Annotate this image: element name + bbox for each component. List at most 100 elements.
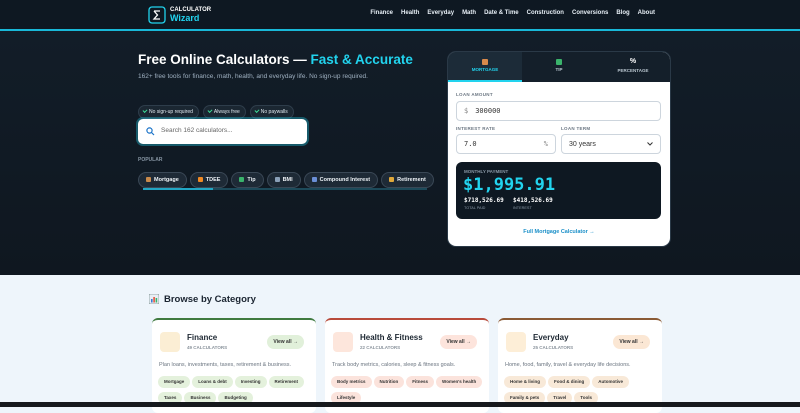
- chip-icon: [274, 177, 280, 182]
- popular-label: POPULAR: [138, 157, 163, 163]
- field-label: INTEREST RATE: [456, 126, 496, 131]
- chip-label: TDEE: [205, 176, 221, 183]
- card-name: Health & Fitness: [360, 333, 423, 342]
- total-paid: $718,526.69: [464, 197, 504, 204]
- nav-link[interactable]: About: [637, 10, 655, 16]
- tag[interactable]: Food & dining: [548, 376, 591, 388]
- search-box[interactable]: Search 162 calculators...: [138, 119, 307, 144]
- chip-label: Retirement: [397, 176, 426, 183]
- search-icon: [146, 127, 155, 136]
- widget: MORTGAGE TIP% PERCENTAGE LOAN AMOUNT $3000…: [448, 52, 670, 246]
- title: Free Online Calculators —: [138, 52, 311, 67]
- logo-icon: [148, 6, 166, 24]
- result-label: MONTHLY PAYMENT: [464, 169, 509, 174]
- tab-icon: [556, 59, 562, 65]
- currency: $: [464, 107, 469, 115]
- view-all-button[interactable]: View all →: [440, 335, 477, 349]
- tag[interactable]: Tools: [574, 392, 598, 404]
- tab[interactable]: TIP: [522, 52, 596, 82]
- chip[interactable]: Compound Interest: [303, 171, 379, 188]
- card-name: Everyday: [533, 333, 569, 342]
- chip-label: Tip: [247, 176, 256, 183]
- badge: Always free: [202, 105, 246, 119]
- loan-term: 30 years: [569, 140, 596, 148]
- tag[interactable]: Nutrition: [373, 376, 405, 388]
- tab[interactable]: % PERCENTAGE: [596, 52, 670, 82]
- view-all-button[interactable]: View all →: [613, 335, 650, 349]
- chips: Mortgage TDEE Tip BMI Compound Interest Retir…: [138, 169, 437, 188]
- view-all-button[interactable]: View all →: [267, 335, 304, 349]
- loan-amount-input[interactable]: $300000: [456, 101, 661, 121]
- nav-link[interactable]: Blog: [616, 10, 630, 16]
- nav-link[interactable]: Health: [401, 10, 420, 16]
- search-placeholder: Search 162 calculators...: [161, 127, 233, 134]
- nav-link[interactable]: Everyday: [427, 10, 455, 16]
- card-tags: Mortgage Loans & debt Investing Retirement T…: [158, 376, 313, 408]
- chip-icon: [197, 177, 203, 182]
- logo-bottom[interactable]: Wizard: [170, 13, 200, 23]
- badges: No sign-up required Always free No paywall…: [138, 100, 298, 119]
- tag[interactable]: Women's health: [436, 376, 483, 388]
- chip-label: Mortgage: [154, 176, 179, 183]
- nav: Finance Health Everyday Math Date & Time Cons…: [370, 10, 655, 16]
- badge: No paywalls: [249, 105, 294, 119]
- chip-label: Compound Interest: [319, 176, 371, 183]
- tag[interactable]: Loans & debt: [192, 376, 233, 388]
- header: CALCULATOR Wizard Finance Health Everyday M…: [0, 0, 800, 31]
- interest: $418,526.69: [513, 197, 553, 204]
- tag[interactable]: Mortgage: [158, 376, 191, 388]
- category-card[interactable]: Everyday 25 CALCULATORS View all → Home, fo…: [498, 318, 662, 413]
- tab[interactable]: MORTGAGE: [448, 52, 522, 82]
- card-description: Plan loans, investments, taxes, retireme…: [159, 362, 292, 368]
- hero: Free Online Calculators — Fast & Accurat…: [0, 31, 800, 275]
- logo-top[interactable]: CALCULATOR: [170, 7, 212, 13]
- nav-link[interactable]: Math: [462, 10, 477, 16]
- interest-rate-input[interactable]: 7.0%: [456, 134, 556, 154]
- field-label: LOAN TERM: [561, 126, 591, 131]
- tag[interactable]: Lifestyle: [331, 392, 362, 404]
- card-description: Track body metrics, calories, sleep & fi…: [332, 362, 456, 368]
- nav-link[interactable]: Date & Time: [484, 10, 519, 16]
- chip[interactable]: Tip: [231, 171, 264, 188]
- chip[interactable]: Retirement: [381, 171, 434, 188]
- tag[interactable]: Retirement: [268, 376, 305, 388]
- chip[interactable]: BMI: [266, 171, 301, 188]
- nav-link[interactable]: Conversions: [571, 10, 609, 16]
- tag[interactable]: Body metrics: [331, 376, 372, 388]
- tag[interactable]: Travel: [547, 392, 573, 404]
- tag[interactable]: Family & pets: [504, 392, 546, 404]
- tag[interactable]: Home & living: [504, 376, 547, 388]
- nav-link[interactable]: Finance: [370, 10, 394, 16]
- chip[interactable]: TDEE: [189, 171, 229, 188]
- nav-link[interactable]: Construction: [526, 10, 564, 16]
- field-label: LOAN AMOUNT: [456, 92, 493, 97]
- chip-label: BMI: [282, 176, 293, 183]
- full-calculator-link[interactable]: Full Mortgage Calculator →: [523, 229, 595, 235]
- tag[interactable]: Investing: [234, 376, 267, 388]
- card-count: 25 CALCULATORS: [533, 345, 574, 350]
- card-tags: Home & living Food & dining Automotive Fami…: [504, 376, 659, 408]
- chip[interactable]: Mortgage: [138, 171, 187, 188]
- monthly-payment: $1,995.91: [463, 175, 556, 195]
- interest-label: INTEREST: [513, 206, 532, 210]
- card-description: Home, food, family, travel & everyday li…: [505, 362, 631, 368]
- card-icon: [506, 332, 526, 352]
- card-name: Finance: [187, 333, 218, 342]
- percent: %: [543, 140, 548, 148]
- category-card[interactable]: Finance 49 CALCULATORS View all → Plan loan…: [152, 318, 316, 413]
- tag[interactable]: Automotive: [592, 376, 630, 388]
- title-accent: Fast & Accurate: [310, 52, 413, 67]
- subtitle: 162+ free tools for finance, math, healt…: [138, 73, 368, 80]
- card-icon: [333, 332, 353, 352]
- chip-icon: [311, 177, 317, 182]
- loan-term-select[interactable]: 30 years: [561, 134, 661, 154]
- tag[interactable]: Budgeting: [218, 392, 253, 404]
- category-card[interactable]: Health & Fitness 22 CALCULATORS View all →…: [325, 318, 489, 413]
- tag[interactable]: Taxes: [158, 392, 183, 404]
- tag[interactable]: Business: [184, 392, 217, 404]
- loan-amount: 300000: [475, 107, 501, 115]
- taskbar: [0, 402, 800, 407]
- card-count: 49 CALCULATORS: [187, 345, 228, 350]
- tag[interactable]: Fitness: [406, 376, 435, 388]
